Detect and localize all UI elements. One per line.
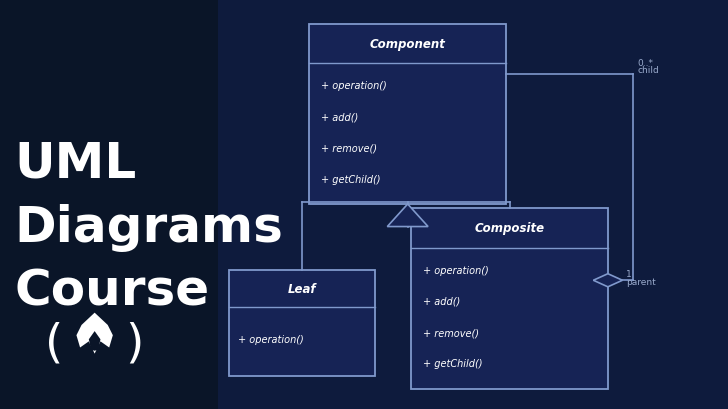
Text: Composite: Composite bbox=[475, 222, 545, 235]
Text: + operation(): + operation() bbox=[321, 81, 387, 91]
Text: + remove(): + remove() bbox=[423, 328, 479, 337]
Text: Component: Component bbox=[370, 38, 446, 51]
Bar bbox=[0, 0, 218, 409]
Polygon shape bbox=[593, 274, 622, 287]
Text: 1: 1 bbox=[626, 270, 632, 279]
Text: (: ( bbox=[45, 321, 64, 366]
Text: 0..*: 0..* bbox=[638, 59, 654, 68]
Text: ): ) bbox=[125, 321, 144, 366]
Text: Leaf: Leaf bbox=[288, 282, 317, 295]
Text: parent: parent bbox=[626, 278, 656, 287]
Polygon shape bbox=[387, 204, 428, 227]
Text: Diagrams: Diagrams bbox=[15, 203, 283, 251]
Polygon shape bbox=[89, 331, 100, 351]
Bar bbox=[229, 270, 375, 376]
Polygon shape bbox=[76, 313, 113, 354]
Text: UML: UML bbox=[15, 139, 137, 188]
Text: + add(): + add() bbox=[423, 296, 460, 306]
Bar bbox=[309, 25, 506, 204]
Text: child: child bbox=[638, 66, 660, 75]
Text: + getChild(): + getChild() bbox=[321, 175, 381, 184]
Text: Course: Course bbox=[15, 266, 210, 315]
Text: + remove(): + remove() bbox=[321, 144, 377, 153]
Text: + getChild(): + getChild() bbox=[423, 359, 483, 369]
Text: + add(): + add() bbox=[321, 112, 358, 122]
Text: + operation(): + operation() bbox=[423, 265, 489, 275]
Text: + operation(): + operation() bbox=[238, 335, 304, 344]
Bar bbox=[411, 209, 608, 389]
